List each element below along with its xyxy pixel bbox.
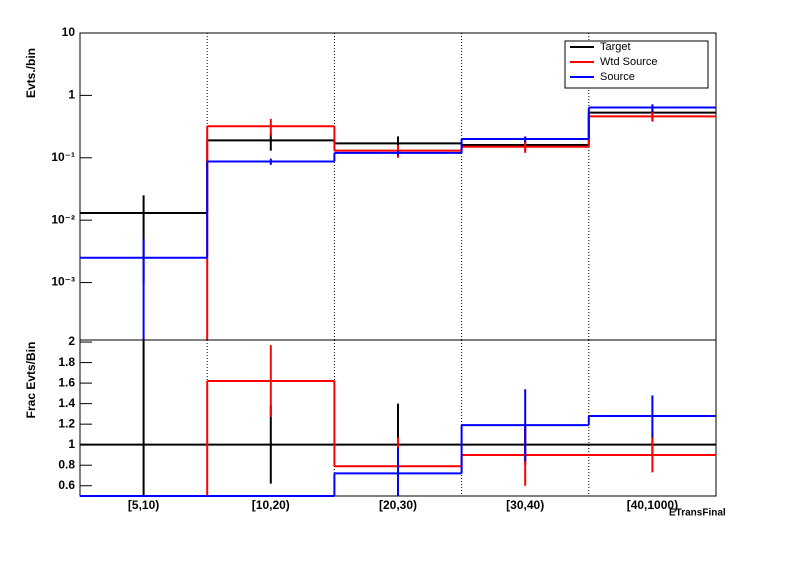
y-tick-label: 10⁻³ bbox=[51, 275, 75, 289]
y-tick-label: 1.4 bbox=[58, 396, 75, 410]
x-tick-label: [10,20) bbox=[252, 498, 290, 512]
y-tick-label: 1.8 bbox=[58, 355, 75, 369]
x-axis-title: ETransFinal bbox=[669, 508, 726, 519]
y-tick-label: 2 bbox=[68, 334, 75, 348]
legend-label: Source bbox=[600, 71, 635, 83]
x-tick-label: [30,40) bbox=[506, 498, 544, 512]
y-tick-label: 1 bbox=[68, 437, 75, 451]
y-axis-title: Evts./bin bbox=[24, 48, 38, 98]
y-tick-label: 1 bbox=[68, 88, 75, 102]
y-tick-label: 0.8 bbox=[58, 457, 75, 471]
y-tick-label: 10⁻² bbox=[51, 212, 75, 226]
legend-box bbox=[564, 40, 709, 89]
y-axis-title: Frac Evts/Bin bbox=[24, 342, 38, 419]
legend-label: Target bbox=[600, 41, 631, 53]
x-tick-label: [5,10) bbox=[128, 498, 159, 512]
legend-label: Wtd Source bbox=[600, 56, 657, 68]
y-tick-label: 10⁻¹ bbox=[51, 150, 75, 164]
y-tick-label: 1.6 bbox=[58, 375, 75, 389]
y-tick-label: 10 bbox=[62, 25, 76, 39]
x-tick-label: [40,1000) bbox=[627, 498, 678, 512]
y-tick-label: 0.6 bbox=[58, 478, 75, 492]
x-tick-label: [20,30) bbox=[379, 498, 417, 512]
y-tick-label: 1.2 bbox=[58, 416, 75, 430]
